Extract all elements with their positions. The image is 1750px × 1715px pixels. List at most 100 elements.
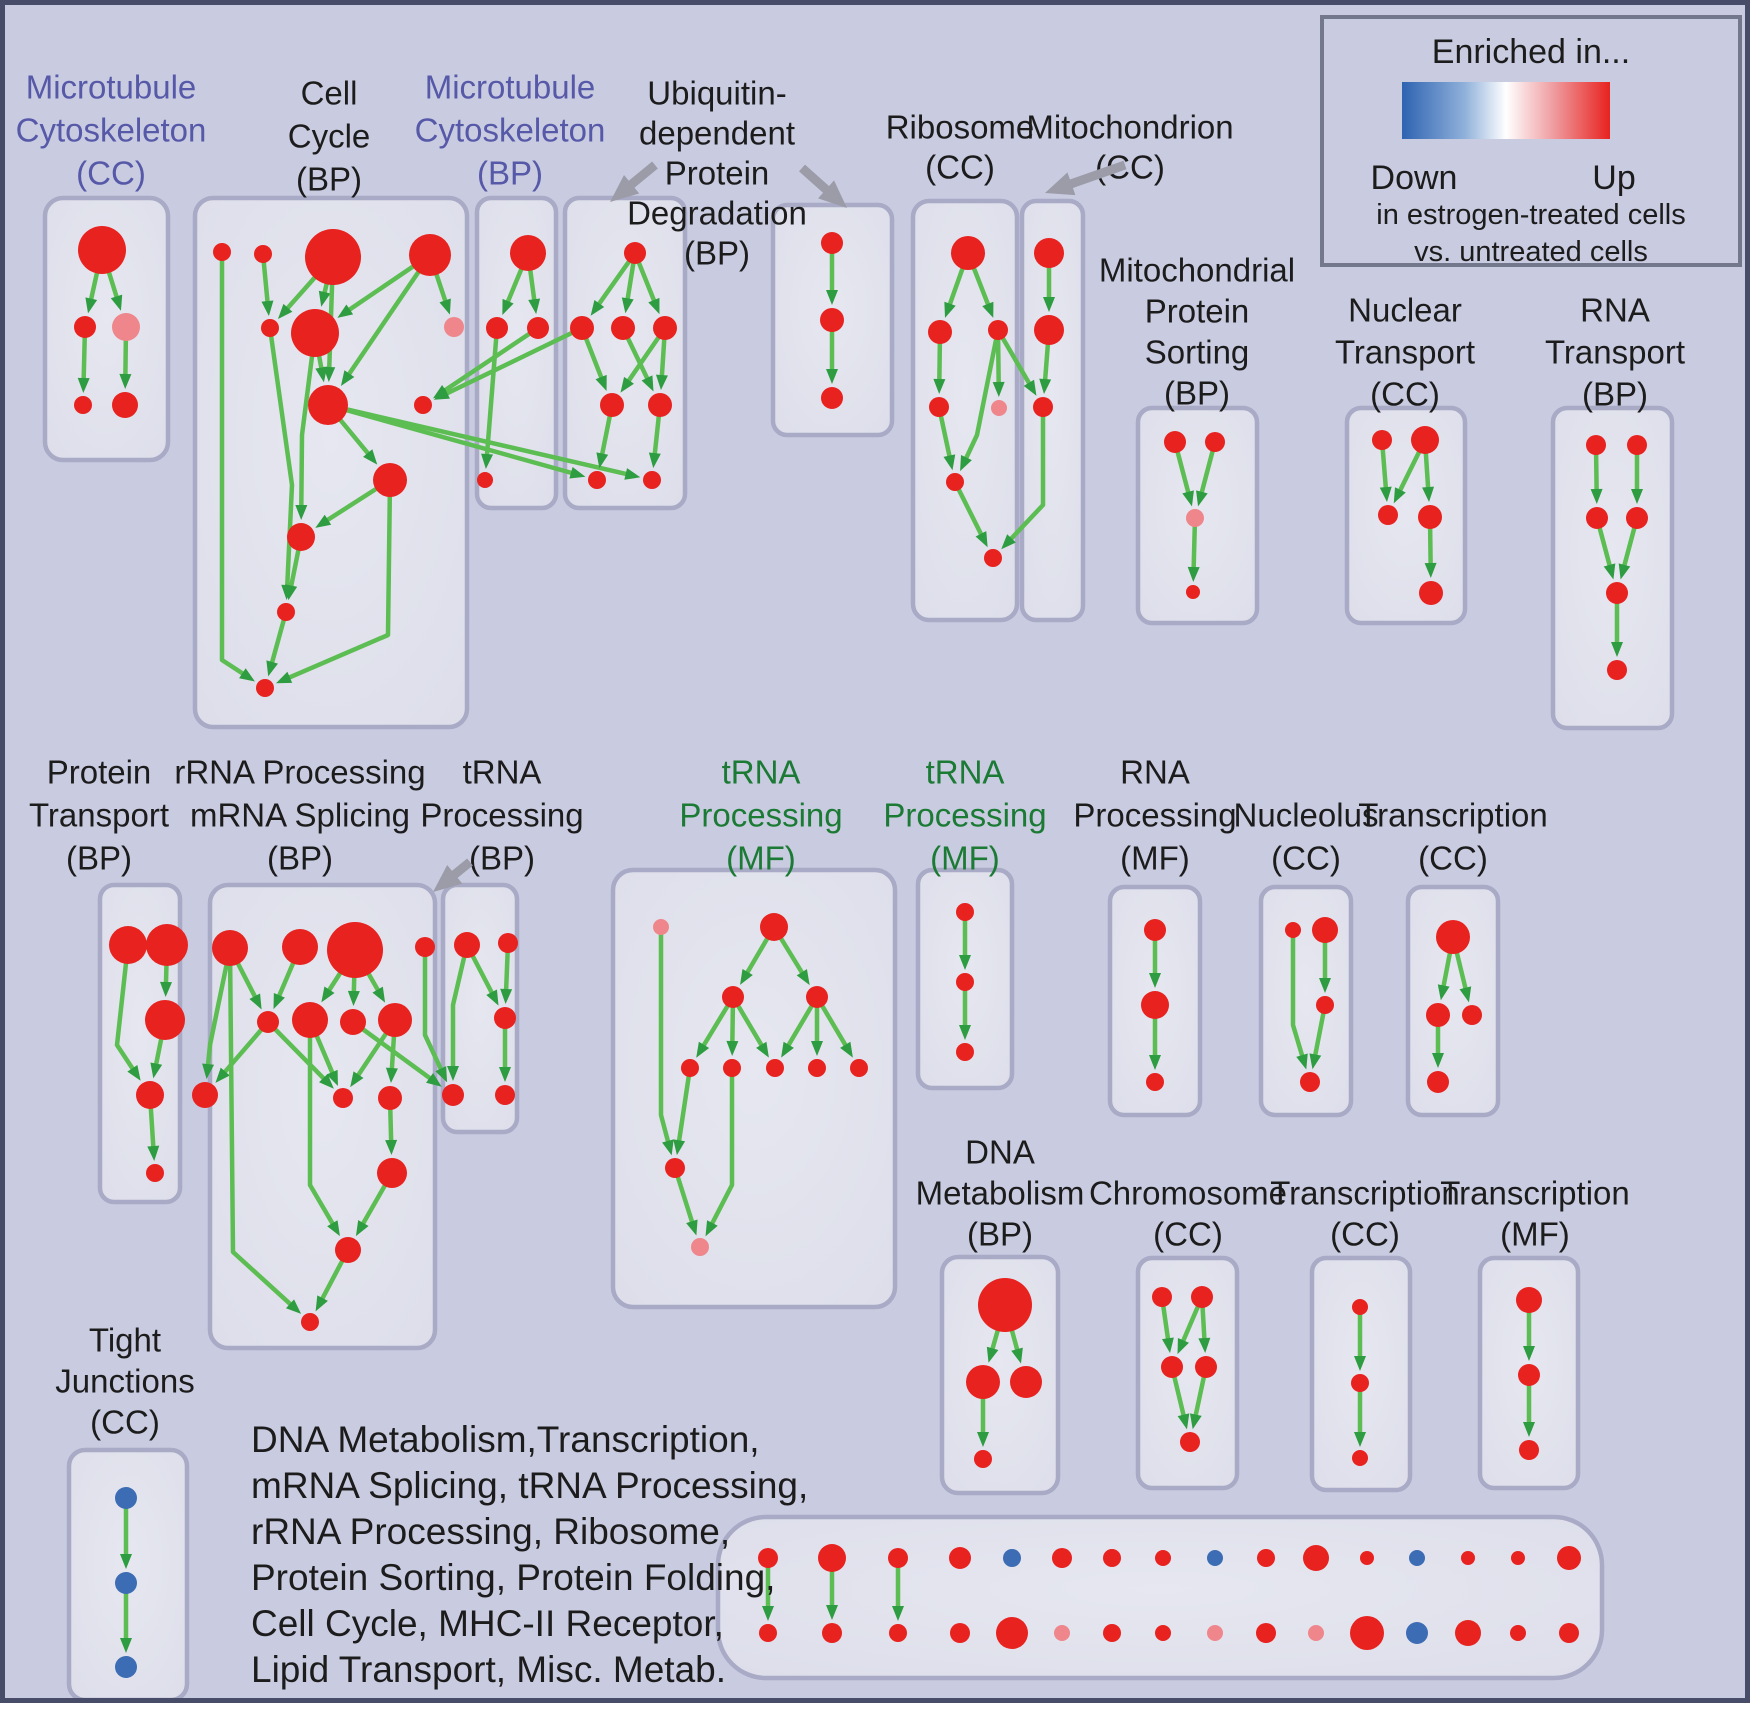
cluster-label: rRNA Processing mRNA Splicing (BP) — [174, 754, 425, 877]
misc-text-line: Cell Cycle, MHC-II Receptor, — [251, 1603, 724, 1644]
edge-arrowhead — [120, 1554, 132, 1569]
edge-arrowhead — [796, 969, 810, 986]
go-term-node — [1418, 505, 1442, 529]
edge-line — [281, 477, 393, 683]
edge-arrowhead — [273, 992, 285, 1010]
go-term-node — [643, 471, 661, 489]
cluster-label-line: (MF) — [1120, 840, 1190, 877]
go-term-node — [991, 400, 1007, 416]
edge-arrowhead — [1001, 534, 1016, 550]
go-term-node — [1312, 917, 1338, 943]
edge-arrowhead — [1309, 1053, 1322, 1070]
go-term-node — [115, 1487, 137, 1509]
go-term-node — [956, 903, 974, 921]
go-term-node — [996, 1617, 1028, 1649]
go-term-node — [409, 234, 451, 276]
edge-arrowhead — [1187, 566, 1200, 583]
go-term-node — [1606, 582, 1628, 604]
go-term-node — [1180, 1432, 1200, 1452]
go-term-node — [373, 463, 407, 497]
go-term-node — [495, 1085, 515, 1105]
edge-arrow — [1001, 404, 1046, 550]
pointer-arrow-icon — [433, 858, 473, 892]
cluster-box — [562, 195, 688, 511]
edge-arrowhead — [1177, 1413, 1190, 1430]
go-term-node — [333, 1088, 353, 1108]
go-term-node — [301, 1313, 319, 1331]
edge-arrowhead — [781, 1041, 794, 1058]
misc-text-line: Lipid Transport, Misc. Metab. — [251, 1649, 727, 1690]
go-term-node — [498, 933, 518, 953]
go-term-node — [1152, 1287, 1172, 1307]
go-term-node — [1034, 238, 1064, 268]
cluster-label: Protein Transport (BP) — [29, 754, 169, 877]
pointer-arrow-shaft — [1062, 160, 1127, 191]
go-term-node — [1516, 1287, 1542, 1313]
go-term-node — [454, 932, 480, 958]
cluster-label-line: (CC) — [76, 155, 146, 192]
edge-arrowhead — [499, 1067, 511, 1082]
edge-arrow — [215, 1019, 271, 1083]
edge-arrowhead — [1603, 563, 1616, 580]
go-term-node — [1518, 1364, 1540, 1386]
cluster-box — [1309, 1255, 1413, 1493]
edge-arrowhead — [1177, 1337, 1189, 1355]
go-term-node — [291, 309, 339, 357]
cluster-label-line: Transport — [1545, 334, 1685, 371]
legend-subtitle-line1: in estrogen-treated cells — [1376, 199, 1686, 231]
edge-arrowhead — [119, 373, 132, 390]
go-term-node — [759, 1624, 777, 1642]
edge-line — [995, 327, 1035, 392]
cluster-box — [42, 195, 171, 463]
go-term-node — [889, 1624, 907, 1642]
edge-arrow — [202, 945, 233, 1080]
edge-arrowhead — [439, 298, 451, 315]
legend-down-label: Down — [1370, 159, 1458, 197]
cluster-box — [474, 195, 559, 511]
go-term-node — [956, 1043, 974, 1061]
edge-arrowhead — [355, 1220, 369, 1237]
edge-arrowhead — [249, 993, 262, 1010]
edge-arrow — [1354, 1380, 1366, 1447]
cluster-label: tRNA Processing (MF) — [679, 754, 842, 877]
go-term-node — [494, 1007, 516, 1029]
go-term-node — [213, 243, 231, 261]
cluster-label: Transcription (MF) — [1440, 1175, 1630, 1253]
go-term-node — [1409, 1550, 1425, 1566]
go-term-node — [415, 937, 435, 957]
go-term-node — [1205, 432, 1225, 452]
edge-arrowhead — [486, 989, 499, 1006]
go-term-node — [1033, 397, 1053, 417]
legend-box: Enriched in... Down Up in estrogen-treat… — [1320, 15, 1742, 268]
edge-arrowhead — [596, 452, 609, 469]
go-term-node — [648, 393, 672, 417]
edge-arrowhead — [944, 301, 956, 318]
go-term-node — [192, 1082, 218, 1108]
cluster-label-line: Degradation — [627, 195, 807, 232]
pointer-arrowhead — [1045, 172, 1076, 196]
edge-arrowhead — [975, 531, 988, 548]
cluster-label-line: Microtubule — [26, 69, 197, 106]
cluster-label-line: RNA — [1580, 292, 1650, 329]
cluster-label: Cell Cycle (BP) — [288, 75, 371, 198]
go-term-node — [146, 1164, 164, 1182]
cluster-label: Ribosome(CC) — [886, 109, 1035, 186]
edge-line — [675, 1065, 693, 1150]
edge-line — [672, 1165, 697, 1231]
cluster-label-line: Cell — [301, 75, 358, 112]
edge-arrowhead — [1319, 978, 1331, 993]
edge-arrowhead — [1437, 984, 1450, 1001]
cluster-label-line: (BP) — [296, 161, 362, 198]
misc-text-line: mRNA Splicing, tRNA Processing, — [251, 1465, 809, 1506]
edge-arrowhead — [1424, 562, 1437, 579]
go-term-node — [327, 922, 383, 978]
edge-arrowhead — [372, 986, 386, 1003]
cluster-label-line: Processing — [420, 797, 583, 834]
edge-arrowhead — [662, 1139, 674, 1156]
go-term-node — [1462, 1005, 1482, 1025]
edge-arrow — [658, 924, 674, 1156]
go-term-node — [1455, 1620, 1481, 1646]
edge-arrow — [960, 327, 1001, 472]
legend-title: Enriched in... — [1431, 33, 1631, 71]
edge-arrowhead — [811, 1041, 823, 1056]
